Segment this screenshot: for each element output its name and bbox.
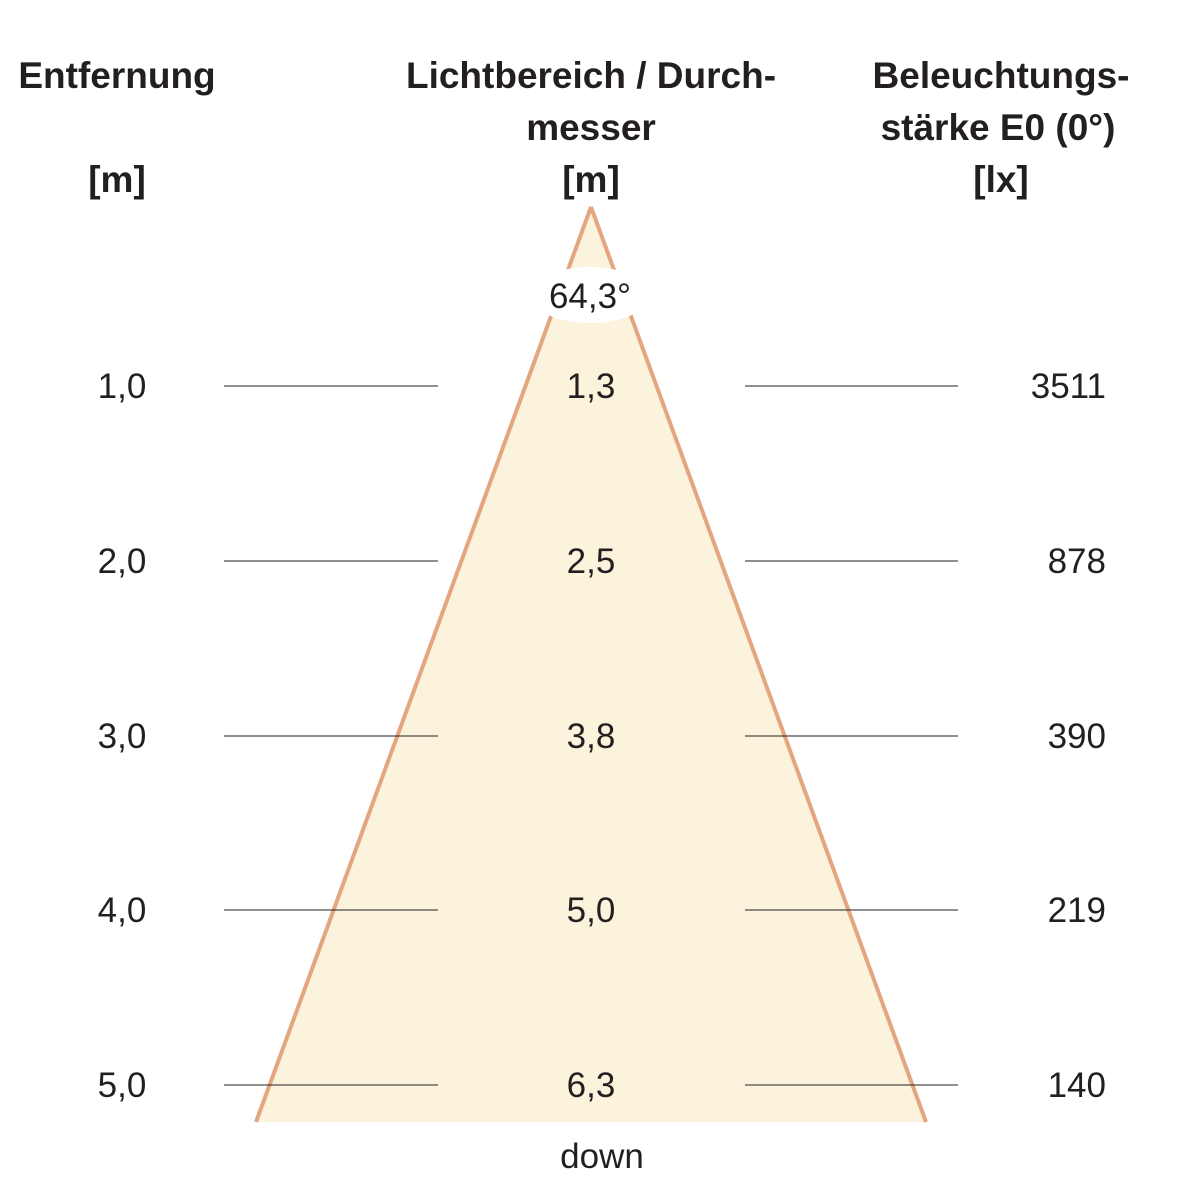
illuminance-value: 219 [1048, 891, 1106, 930]
distance-value: 4,0 [98, 891, 147, 930]
distance-value: 3,0 [98, 717, 147, 756]
data-rows: 1,0 1,3 3511 2,0 2,5 878 3,0 3,8 390 4,0… [98, 367, 1106, 1105]
header-illuminance-unit: [lx] [973, 159, 1029, 200]
table-row: 3,0 3,8 390 [98, 717, 1106, 756]
illuminance-value: 878 [1048, 542, 1106, 581]
table-row: 4,0 5,0 219 [98, 891, 1106, 930]
diameter-value: 1,3 [567, 367, 616, 406]
table-row: 2,0 2,5 878 [98, 542, 1106, 581]
diameter-value: 6,3 [567, 1066, 616, 1105]
light-cone-right-edge [589, 206, 928, 1123]
beam-angle-label-backdrop [530, 267, 650, 323]
light-cone [256, 207, 926, 1122]
table-row: 5,0 6,3 140 [98, 1066, 1106, 1105]
header-distance-unit: [m] [88, 159, 146, 200]
header-distance: Entfernung [m] [18, 55, 215, 200]
distance-value: 2,0 [98, 542, 147, 581]
header-diameter-line-2: messer [526, 107, 656, 148]
diameter-value: 3,8 [567, 717, 616, 756]
diameter-value: 5,0 [567, 891, 616, 930]
illuminance-value: 390 [1048, 717, 1106, 756]
illuminance-value: 3511 [1031, 367, 1106, 406]
illuminance-value: 140 [1048, 1066, 1106, 1105]
header-diameter-unit: [m] [562, 159, 620, 200]
table-row: 1,0 1,3 3511 [98, 367, 1106, 406]
header-diameter: Lichtbereich / Durch- messer [m] [406, 55, 776, 200]
header-illuminance: Beleuchtungs- stärke E0 (0°) [lx] [873, 55, 1130, 200]
distance-value: 5,0 [98, 1066, 147, 1105]
diameter-value: 2,5 [567, 542, 616, 581]
header-distance-line-1: Entfernung [18, 55, 215, 96]
header-illuminance-line-1: Beleuchtungs- [873, 55, 1130, 96]
header-diameter-line-1: Lichtbereich / Durch- [406, 55, 776, 96]
direction-label: down [560, 1137, 644, 1176]
header-illuminance-line-2: stärke E0 (0°) [881, 107, 1116, 148]
distance-value: 1,0 [98, 367, 147, 406]
light-cone-left-edge [254, 206, 593, 1123]
beam-angle-label: 64,3° [549, 277, 631, 316]
